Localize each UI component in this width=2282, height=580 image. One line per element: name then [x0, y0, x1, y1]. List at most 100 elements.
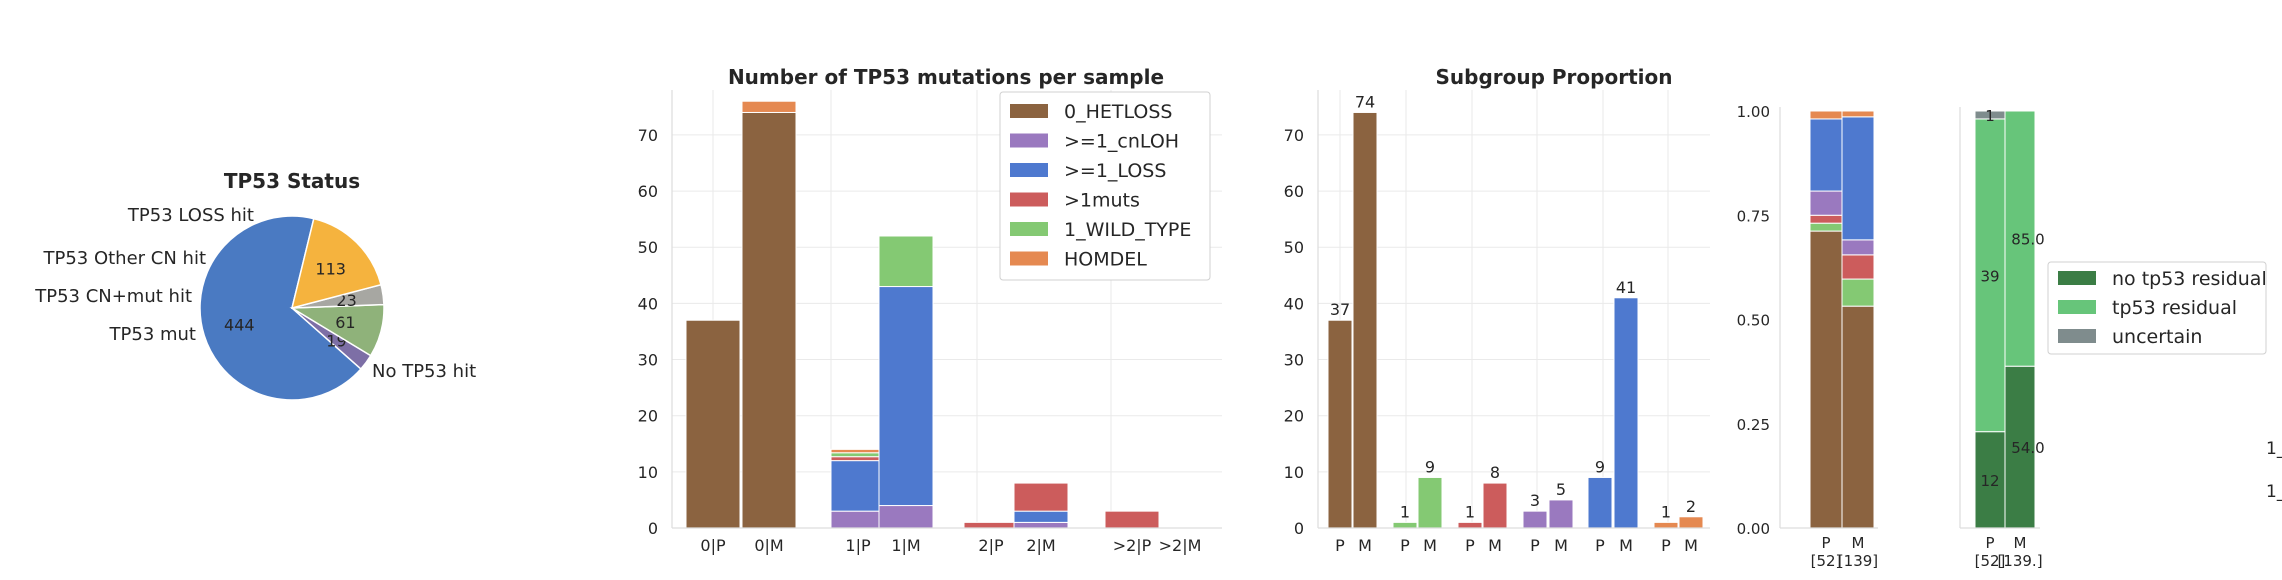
proportion-ytick-label: 0.50 — [1737, 312, 1770, 330]
pie-slice-label: No TP53 hit — [372, 361, 476, 382]
mutations-legend-label: >=1_LOSS — [1064, 160, 1166, 182]
subgroup-bar-label: 41 — [1616, 278, 1636, 297]
residual-axes: P[52] M[139.] — [1959, 107, 2043, 570]
mutations-ytick-label: 50 — [638, 238, 658, 257]
residual-bar-segment — [2004, 110, 2036, 367]
subgroup-ytick-label: 10 — [1284, 463, 1304, 482]
mutations-legend-label: HOMDEL — [1064, 249, 1147, 271]
subgroup-bar — [1522, 510, 1548, 529]
mutations-ytick-label: 10 — [638, 463, 658, 482]
mutations-ytick-label: 40 — [638, 294, 658, 313]
subgroup-xtick-label: P — [1465, 536, 1475, 555]
subgroup-bar — [1457, 521, 1483, 529]
mutations-bar-segment — [878, 505, 934, 529]
subgroup-bar — [1653, 521, 1679, 529]
proportion-ytick-label: 0.75 — [1737, 207, 1770, 225]
residual-bar-segment — [1974, 118, 2006, 433]
mutations-ytick-label: 20 — [638, 407, 658, 426]
proportion-bar-segment — [1841, 278, 1875, 307]
subgroup-bar-label: 1 — [1400, 502, 1410, 521]
subgroup-bar-label: 74 — [1355, 92, 1375, 111]
mutations-bar-segment — [830, 452, 886, 458]
mutations-legend-swatch — [1010, 222, 1048, 236]
mutations-bar-segment — [1013, 482, 1069, 512]
subgroup-ytick-label: 0 — [1294, 519, 1304, 538]
mutations-bar-segment — [830, 448, 886, 454]
mutations-bar-segment — [741, 111, 797, 529]
subgroup-bar — [1678, 516, 1704, 529]
subgroup-bar-label: 9 — [1425, 457, 1435, 476]
subgroup-xtick-label: M — [1488, 536, 1502, 555]
proportion-xtick-label: P — [1821, 534, 1830, 552]
mutations-bar-segment — [1013, 510, 1069, 523]
subgroup-ytick-label: 30 — [1284, 351, 1304, 370]
mutations-bar-segment — [830, 456, 886, 462]
residual-legend-swatch — [2058, 300, 2096, 314]
proportion-xtick-label: M — [1852, 534, 1865, 552]
mutations-chart: Number of TP53 mutations per sample 0 10 2… — [638, 65, 1222, 555]
residual-bar-label: 54.0 — [2011, 439, 2044, 457]
proportion-bar-segment — [1809, 110, 1843, 120]
mutations-legend-label: 0_HETLOSS — [1064, 101, 1172, 123]
mutations-legend-swatch — [1010, 192, 1048, 207]
proportion-bar-segment — [1841, 239, 1875, 256]
pie-value-label: 61 — [335, 313, 355, 332]
mutations-ytick-label: 0 — [648, 519, 658, 538]
proportion-bar-segment — [1809, 118, 1843, 192]
mutations-bar-segment — [830, 510, 886, 529]
mutations-ytick-label: 60 — [638, 182, 658, 201]
cutoff-label: 1_ — [2266, 439, 2282, 459]
proportion-ytick-label: 1.00 — [1737, 103, 1770, 121]
residual-bars: 12 39 1 54.0 85.0 — [1974, 107, 2045, 529]
proportion-xtick-sublabel: [139] — [1838, 552, 1878, 570]
mutations-bar-segment — [963, 521, 1019, 529]
mutations-xtick-label: 1|P — [845, 536, 871, 555]
proportion-ytick-label: 0.25 — [1737, 416, 1770, 434]
subgroup-bar — [1417, 476, 1443, 529]
subgroup-xtick-label: M — [1423, 536, 1437, 555]
pie-slice-label: TP53 CN+mut hit — [34, 286, 192, 307]
mutations-legend-swatch — [1010, 251, 1048, 266]
mutations-bar-segment — [1104, 510, 1160, 529]
subgroup-bar-label: 5 — [1556, 480, 1566, 499]
subgroup-ytick-label: 60 — [1284, 182, 1304, 201]
subgroup-bar — [1392, 521, 1418, 529]
mutations-axes: 0 10 20 30 40 50 60 70 0|P 0|M 1|P 1|M 2|P 2|M >2|P >2|… — [638, 90, 1222, 555]
mutations-bar-segment — [741, 100, 797, 113]
mutations-legend-swatch — [1010, 104, 1048, 118]
residual-legend-frame — [2047, 261, 2267, 355]
mutations-legend-label: 1_WILD_TYPE — [1064, 219, 1191, 241]
pie-slice-label: TP53 LOSS hit — [127, 205, 254, 226]
residual-bar-label: 85.0 — [2011, 231, 2044, 249]
subgroup-xtick-label: P — [1530, 536, 1540, 555]
mutations-bar-segment — [878, 286, 934, 507]
subgroup-bar-label: 1 — [1661, 502, 1671, 521]
residual-legend-label: no tp53 residual — [2112, 268, 2267, 290]
subgroup-xtick-label: P — [1400, 536, 1410, 555]
pie-value-label: 444 — [224, 315, 255, 334]
subgroup-xtick-label: P — [1661, 536, 1671, 555]
subgroup-bar-label: 37 — [1330, 300, 1350, 319]
proportion-ytick-label: 0.00 — [1737, 520, 1770, 538]
subgroup-bar-label: 3 — [1530, 491, 1540, 510]
mutations-xtick-label: 2|M — [1026, 536, 1055, 555]
subgroup-bar-label: 1 — [1465, 502, 1475, 521]
residual-bar-label: 12 — [1980, 472, 1999, 490]
mutations-bar-segment — [685, 319, 741, 529]
residual-legend-swatch — [2058, 329, 2096, 343]
subgroup-ytick-label: 20 — [1284, 407, 1304, 426]
residual-chart: 12 39 1 54.0 85.0 P[52] M[139.] no tp53 resid… — [1959, 107, 2267, 570]
subgroup-bar — [1548, 499, 1574, 529]
mutations-legend-swatch — [1010, 163, 1048, 177]
subgroup-ytick-label: 50 — [1284, 238, 1304, 257]
subgroup-bar — [1482, 482, 1508, 529]
pie-slice-label: TP53 mut — [109, 324, 196, 345]
mutations-xtick-label: 1|M — [891, 536, 920, 555]
proportion-chart: P[52] M[139] 0.00 0.25 0.50 0.75 1.00 — [1737, 103, 1879, 570]
proportion-bar-segment — [1841, 116, 1875, 241]
proportion-bar-segment — [1809, 230, 1843, 529]
